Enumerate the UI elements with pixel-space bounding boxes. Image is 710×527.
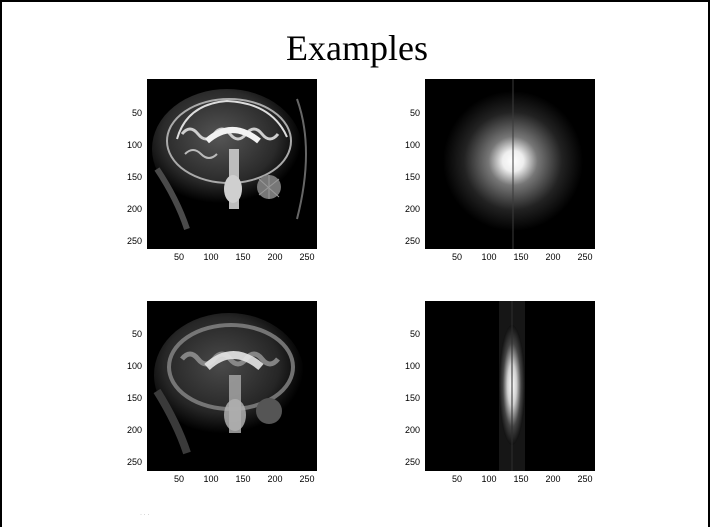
x-tick-label: 100 xyxy=(203,474,219,484)
y-tick-label: 50 xyxy=(131,108,142,118)
fourier-spectrum xyxy=(425,79,595,249)
x-tick-label: 100 xyxy=(481,474,497,484)
filtered-brain-image xyxy=(147,301,317,471)
x-tick-label: 150 xyxy=(235,252,251,262)
y-tick-label: 250 xyxy=(126,457,142,467)
y-tick-label: 250 xyxy=(404,457,420,467)
y-tick-label: 100 xyxy=(126,361,142,371)
y-tick-label: 50 xyxy=(409,329,420,339)
y-tick-label: 250 xyxy=(126,236,142,246)
y-tick-label: 50 xyxy=(409,108,420,118)
y-tick-label: 200 xyxy=(126,425,142,435)
y-tick-label: 150 xyxy=(126,393,142,403)
y-tick-label: 200 xyxy=(404,204,420,214)
original-brain-image xyxy=(147,79,317,249)
y-tick-label: 200 xyxy=(126,204,142,214)
y-tick-label: 150 xyxy=(126,172,142,182)
x-tick-label: 250 xyxy=(299,252,315,262)
x-tick-label: 200 xyxy=(267,474,283,484)
slide-title: Examples xyxy=(286,28,428,68)
x-tick-label: 200 xyxy=(267,252,283,262)
x-tick-label: 100 xyxy=(481,252,497,262)
x-tick-label: 150 xyxy=(513,474,529,484)
x-tick-label: 100 xyxy=(203,252,219,262)
footer-faint-mark: · · · xyxy=(140,512,150,518)
x-tick-label: 200 xyxy=(545,474,561,484)
y-tick-label: 150 xyxy=(404,172,420,182)
x-tick-label: 250 xyxy=(577,474,593,484)
x-tick-label: 150 xyxy=(513,252,529,262)
x-tick-label: 200 xyxy=(545,252,561,262)
filtered-spectrum xyxy=(425,301,595,471)
x-tick-label: 250 xyxy=(577,252,593,262)
x-tick-label: 50 xyxy=(173,252,184,262)
y-tick-label: 50 xyxy=(131,329,142,339)
y-tick-label: 100 xyxy=(126,140,142,150)
y-tick-label: 250 xyxy=(404,236,420,246)
x-tick-label: 250 xyxy=(299,474,315,484)
y-tick-label: 200 xyxy=(404,425,420,435)
x-tick-label: 50 xyxy=(451,474,462,484)
x-tick-label: 50 xyxy=(451,252,462,262)
x-tick-label: 50 xyxy=(173,474,184,484)
y-tick-label: 100 xyxy=(404,140,420,150)
y-tick-label: 100 xyxy=(404,361,420,371)
y-tick-label: 150 xyxy=(404,393,420,403)
x-tick-label: 150 xyxy=(235,474,251,484)
